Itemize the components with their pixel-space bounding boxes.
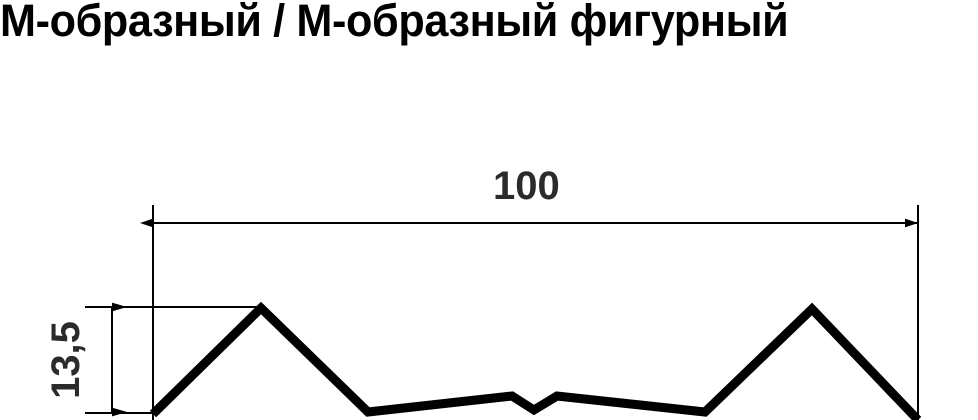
page-title: М-образный / М-образный фигурный [0, 0, 789, 46]
width-dimension-label: 100 [493, 164, 560, 208]
height-dimension-label-text: 13,5 [44, 321, 88, 399]
height-dimension-label: 13,5 [43, 300, 89, 420]
profile-cross-section-path [149, 301, 922, 420]
